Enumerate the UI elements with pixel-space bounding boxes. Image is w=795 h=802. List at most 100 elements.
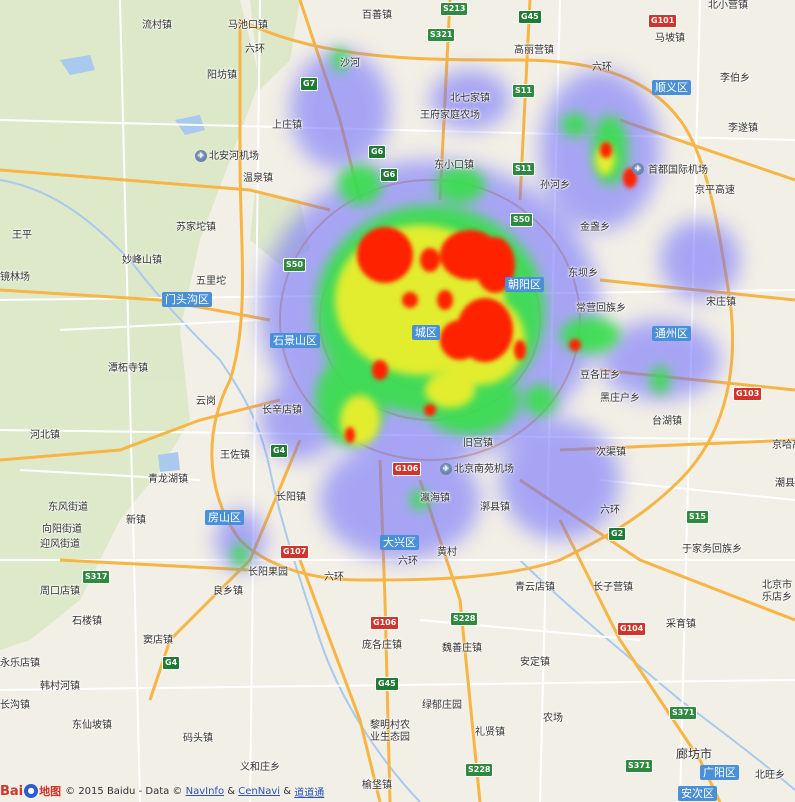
place-label: 长阳果园 xyxy=(248,567,288,578)
place-label: 苏家坨镇 xyxy=(176,222,216,233)
logo-text: Bai xyxy=(0,783,24,799)
cennavi-link[interactable]: CenNavi xyxy=(238,785,281,797)
place-label: 阳坊镇 xyxy=(207,70,237,81)
highway-shield: S371 xyxy=(669,706,698,720)
airport-icon: ✈ xyxy=(195,150,207,162)
place-label: 采育镇 xyxy=(666,619,696,630)
highway-shield: G101 xyxy=(648,14,678,28)
place-label: 韩村河镇 xyxy=(40,681,80,692)
airport-icon: ✈ xyxy=(440,463,452,475)
ring-road-label: 六环 xyxy=(600,505,620,516)
highway-shield: G103 xyxy=(733,387,763,401)
place-label: 廊坊市 xyxy=(676,747,713,761)
place-label: 上庄镇 xyxy=(272,120,302,131)
place-label: 漷县镇 xyxy=(480,502,510,513)
highway-shield: S317 xyxy=(82,570,111,584)
place-label: 东小口镇 xyxy=(434,160,474,171)
ring-road-label: 六环 xyxy=(592,62,612,73)
highway-shield: G6 xyxy=(380,168,399,182)
highway-shield: S15 xyxy=(686,510,709,524)
district-label: 石景山区 xyxy=(270,333,320,348)
place-label: 义和庄乡 xyxy=(240,762,280,773)
navinfo-link[interactable]: NavInfo xyxy=(185,785,225,797)
place-label: 豆各庄乡 xyxy=(580,370,620,381)
highway-shield: S11 xyxy=(512,162,535,176)
place-label: 农场 xyxy=(543,713,563,724)
place-label: 周口店镇 xyxy=(40,586,80,597)
place-label: 北旺乡 xyxy=(755,770,785,781)
place-label: 首都国际机场 xyxy=(648,165,708,176)
airport-label: 北安河机场 xyxy=(209,151,259,162)
district-label: 房山区 xyxy=(205,510,244,525)
highway-shield: G45 xyxy=(518,10,542,24)
highway-shield: G104 xyxy=(617,622,647,636)
district-label: 顺义区 xyxy=(652,80,691,95)
place-label: 台湖镇 xyxy=(652,416,682,427)
place-label: 京平高速 xyxy=(695,185,735,196)
place-label: 潭柘寺镇 xyxy=(108,363,148,374)
heatmap-layer xyxy=(215,48,740,570)
highway-shield: G2 xyxy=(608,527,627,541)
place-label: 瀛海镇 xyxy=(420,493,450,504)
ring-road-label: 六环 xyxy=(324,572,344,583)
baidu-map-logo[interactable]: Bai ● 地图 xyxy=(0,780,61,802)
place-label: 高丽营镇 xyxy=(514,45,554,56)
daodao-link[interactable]: 道道通 xyxy=(294,787,325,799)
highway-shield: G45 xyxy=(375,677,399,691)
highway-shield: S213 xyxy=(440,2,469,16)
ring-road-label: 六环 xyxy=(398,556,418,567)
place-label: 次渠镇 xyxy=(596,447,626,458)
place-label: 东风街道 xyxy=(48,502,88,513)
airport-marker[interactable]: ✈ 北京南苑机场 xyxy=(440,460,514,475)
place-label: 王平 xyxy=(12,230,32,241)
place-label: 安定镇 xyxy=(520,657,550,668)
place-label: 李遂镇 xyxy=(728,123,758,134)
highway-shield: S11 xyxy=(512,84,535,98)
place-label: 窦店镇 xyxy=(143,635,173,646)
airport-label: 北京南苑机场 xyxy=(454,464,514,475)
place-label: 镜林场 xyxy=(0,272,30,283)
district-label: 通州区 xyxy=(652,326,691,341)
highway-shield: S228 xyxy=(465,763,494,777)
map-attribution: Bai ● 地图 © 2015 Baidu - Data © NavInfo & C… xyxy=(0,780,324,802)
place-label: 北京市乐店乡 xyxy=(762,580,792,603)
place-label: 石楼镇 xyxy=(72,616,102,627)
place-label: 东仙坡镇 xyxy=(72,720,112,731)
place-label: 新镇 xyxy=(126,515,146,526)
logo-text-map: 地图 xyxy=(39,785,62,798)
place-label: 李伯乡 xyxy=(720,73,750,84)
ring-road-label: 六环 xyxy=(245,44,265,55)
place-label: 长沟镇 xyxy=(0,700,30,711)
place-label: 王府家庭农场 xyxy=(420,110,480,121)
highway-shield: G106 xyxy=(370,616,400,630)
place-label: 孙河乡 xyxy=(540,180,570,191)
highway-shield: G4 xyxy=(270,444,289,458)
place-label: 长辛店镇 xyxy=(262,405,302,416)
place-label: 北小营镇 xyxy=(708,0,748,11)
highway-shield: G106 xyxy=(392,462,422,476)
district-label: 广阳区 xyxy=(700,765,739,780)
place-label: 宋庄镇 xyxy=(706,297,736,308)
place-label: 绿郁庄园 xyxy=(422,700,462,711)
place-label: 黑庄户乡 xyxy=(600,393,640,404)
place-label: 永乐店镇 xyxy=(0,658,40,669)
place-label: 魏善庄镇 xyxy=(442,643,482,654)
place-label: 迎风街道 xyxy=(40,539,80,550)
district-label: 朝阳区 xyxy=(505,277,544,292)
place-label: 流村镇 xyxy=(142,20,172,31)
place-label: 长阳镇 xyxy=(276,492,306,503)
highway-shield: G4 xyxy=(162,656,181,670)
place-label: 青龙湖镇 xyxy=(148,474,188,485)
place-label: 河北镇 xyxy=(30,430,60,441)
place-label: 潮县镇 xyxy=(775,478,795,489)
place-label: 向阳街道 xyxy=(42,524,82,535)
place-label: 京哈高速 xyxy=(772,440,795,451)
airport-marker[interactable]: ✈ 北安河机场 xyxy=(195,147,259,162)
district-label: 城区 xyxy=(412,325,440,340)
airport-marker[interactable]: ✈ xyxy=(632,163,646,175)
place-label: 沙河 xyxy=(340,58,360,69)
place-label: 北七家镇 xyxy=(450,93,490,104)
place-label: 青云店镇 xyxy=(515,582,555,593)
